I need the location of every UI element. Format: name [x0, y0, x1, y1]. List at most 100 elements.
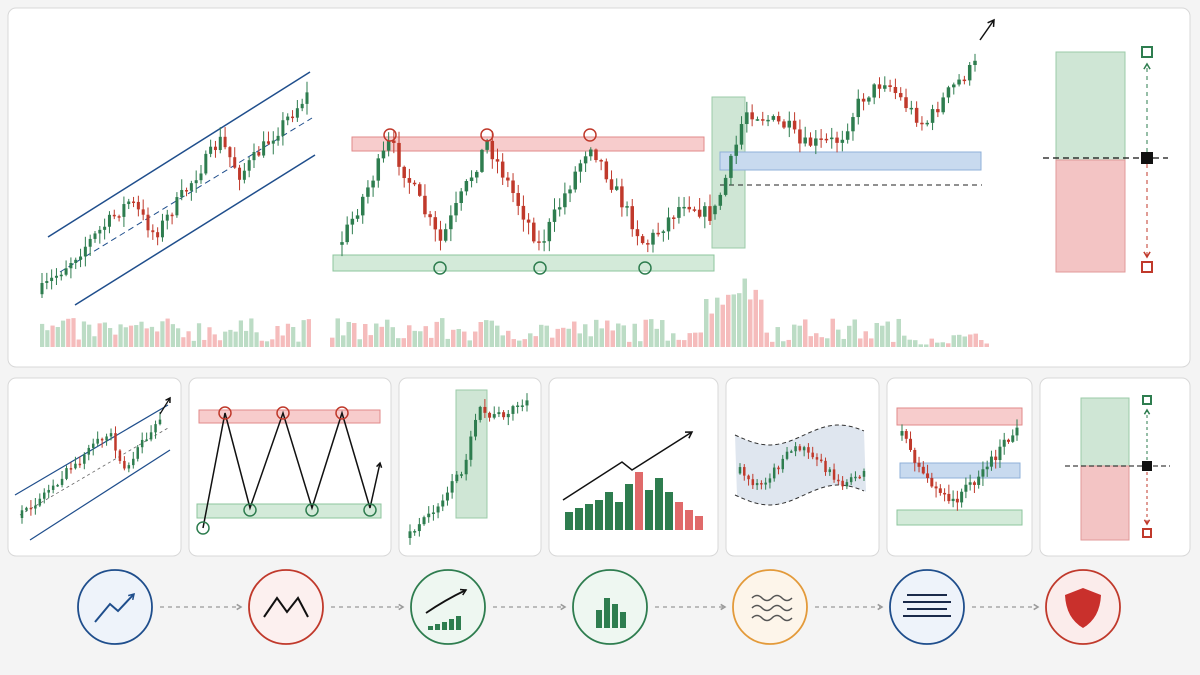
candle-body: [729, 155, 733, 178]
candle-body: [755, 483, 759, 486]
volume-bar: [698, 332, 703, 347]
volume-bar: [610, 330, 615, 347]
candle-body: [158, 419, 162, 425]
volume-bar: [638, 341, 643, 347]
candle-body: [723, 177, 728, 195]
mid-band: [899, 462, 1021, 479]
volume-bar: [71, 318, 76, 347]
icon-bar: [442, 622, 447, 630]
candle-body: [132, 458, 135, 466]
candle-body: [500, 161, 505, 178]
volume-bar: [451, 329, 456, 347]
candle-body: [165, 214, 169, 221]
candle-body: [692, 209, 697, 211]
volume-bar: [40, 323, 45, 347]
candle-body: [604, 161, 609, 180]
candle-body: [861, 98, 866, 102]
candle-body: [350, 218, 355, 225]
volume-bar: [946, 343, 951, 347]
volume-bar: [440, 318, 445, 347]
volume-bar: [165, 318, 170, 347]
channel-lower: [74, 154, 316, 306]
volume-bar: [781, 341, 786, 347]
candle-body: [266, 141, 270, 144]
card-triple-top: [188, 377, 392, 557]
risk-zone: [1080, 465, 1130, 541]
candle-body: [40, 283, 44, 295]
volume-bar: [572, 321, 577, 347]
volume-bar: [478, 322, 483, 347]
volume-bar: [836, 329, 841, 347]
candle-body: [386, 140, 391, 151]
candle-body: [947, 493, 951, 502]
candle-body: [755, 119, 760, 121]
candle-body: [747, 475, 750, 480]
breakout-zone: [711, 96, 746, 249]
volume-bar: [957, 334, 962, 347]
candle-body: [392, 140, 396, 143]
volume-bar: [632, 323, 637, 347]
channel-lower: [29, 449, 171, 541]
icon-peaks: [263, 596, 309, 618]
candle-body: [671, 217, 676, 219]
candle-body: [703, 206, 707, 217]
volume-bar: [223, 331, 228, 347]
candle-body: [913, 449, 917, 463]
top-marker: [276, 406, 290, 420]
support-band: [196, 503, 382, 519]
candle-body: [568, 189, 572, 194]
icon-trend: [94, 593, 135, 623]
volume-bar: [627, 341, 632, 347]
volume-bar: [423, 326, 428, 347]
candle-body: [909, 107, 914, 110]
candle-body: [798, 129, 802, 144]
candle-body: [743, 467, 746, 476]
candle-body: [300, 103, 304, 109]
candle-body: [502, 412, 506, 418]
candle-body: [79, 256, 83, 260]
candle-body: [936, 109, 940, 113]
volume-bar: [973, 333, 978, 347]
candle-body: [366, 187, 370, 197]
volume-bar: [196, 323, 202, 347]
candle-body: [141, 209, 145, 215]
volume-bar: [335, 318, 340, 347]
support-band: [896, 509, 1023, 526]
volume-bar: [81, 321, 87, 347]
candle-body: [136, 447, 139, 459]
candle-body: [819, 459, 823, 462]
volume-bar: [984, 343, 989, 347]
candle-body: [781, 458, 785, 470]
volume-bar: [202, 339, 207, 347]
candle-body: [170, 214, 174, 217]
candle-body: [920, 122, 924, 125]
candle-body: [69, 468, 73, 470]
candle-body: [492, 414, 496, 418]
candle-body: [563, 193, 567, 208]
candle-body: [408, 531, 412, 538]
volume-bar: [233, 331, 238, 347]
volume-bar: [731, 294, 736, 347]
volume-bar: [685, 510, 693, 530]
candle-body: [766, 119, 770, 122]
candle-body: [946, 87, 951, 98]
candle-body: [829, 137, 834, 140]
volume-bar: [588, 336, 593, 347]
volume-bar: [577, 333, 582, 347]
candle-body: [914, 107, 919, 123]
candle-body: [964, 484, 968, 492]
volume-bar: [695, 516, 703, 530]
volume-bar: [660, 320, 665, 347]
candle-body: [697, 209, 702, 217]
volume-bar: [675, 502, 683, 530]
candle-body: [898, 93, 903, 98]
volume-bar: [181, 337, 186, 347]
volume-bar: [693, 332, 698, 347]
volume-bar: [511, 339, 516, 347]
candle-body: [985, 466, 989, 470]
candle-body: [189, 183, 193, 191]
candle-body: [340, 242, 344, 245]
candle-body: [455, 474, 459, 482]
candle-body: [355, 215, 360, 219]
